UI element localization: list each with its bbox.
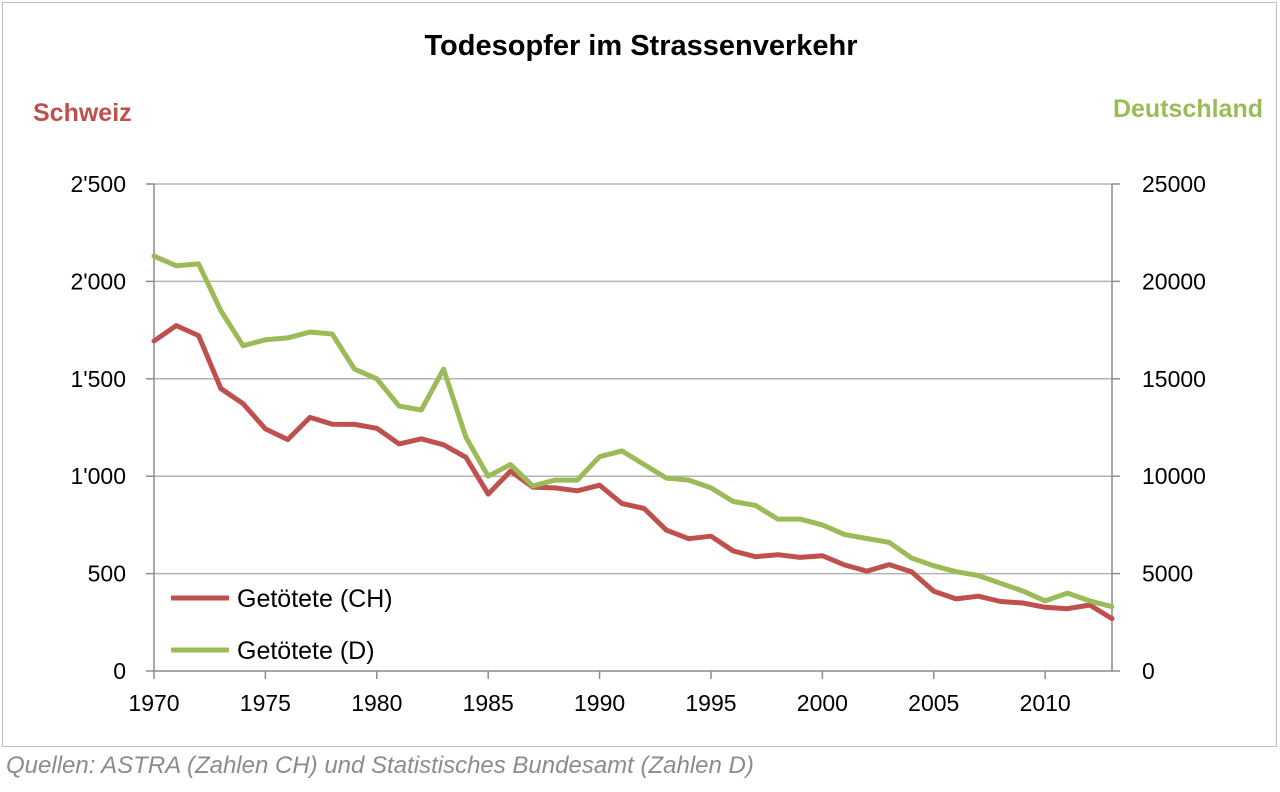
chart-title: Todesopfer im Strassenverkehr bbox=[424, 30, 857, 62]
right-tick-label: 15000 bbox=[1142, 366, 1206, 392]
right-axis-label: Deutschland bbox=[1113, 95, 1263, 123]
x-tick-label: 1975 bbox=[240, 690, 291, 716]
legend-label: Getötete (CH) bbox=[237, 585, 393, 613]
source-note: Quellen: ASTRA (Zahlen CH) und Statistis… bbox=[6, 752, 754, 779]
x-axis-ticks: 1970 1975 1980 1985 1990 1995 2000 2005 2010 bbox=[128, 690, 1070, 716]
x-tick-label: 2010 bbox=[1020, 690, 1071, 716]
right-tick-label: 25000 bbox=[1142, 171, 1206, 197]
legend-label: Getötete (D) bbox=[237, 637, 375, 665]
right-tick-label: 20000 bbox=[1142, 268, 1206, 294]
left-tick-label: 2'500 bbox=[70, 171, 126, 197]
right-tick-label: 5000 bbox=[1142, 561, 1193, 587]
left-tick-label: 2'000 bbox=[70, 268, 126, 294]
left-tick-label: 1'000 bbox=[70, 463, 126, 489]
left-tick-label: 1'500 bbox=[70, 366, 126, 392]
left-axis-ticks: 0 500 1'000 1'500 2'000 2'500 bbox=[70, 171, 126, 684]
x-tick-label: 1985 bbox=[463, 690, 514, 716]
chart-frame: Todesopfer im Strassenverkehr Schweiz De… bbox=[2, 2, 1277, 747]
series-line-d bbox=[151, 253, 1115, 610]
left-axis-label: Schweiz bbox=[33, 99, 132, 127]
axes bbox=[146, 183, 1120, 679]
right-tick-label: 0 bbox=[1142, 658, 1155, 684]
x-tick-label: 1980 bbox=[351, 690, 402, 716]
x-tick-label: 1970 bbox=[128, 690, 179, 716]
x-tick-label: 2000 bbox=[797, 690, 848, 716]
line-chart: Todesopfer im Strassenverkehr Schweiz De… bbox=[33, 30, 1263, 716]
series-lines bbox=[151, 253, 1115, 622]
right-tick-label: 10000 bbox=[1142, 463, 1206, 489]
series-line-ch bbox=[151, 323, 1115, 622]
left-tick-label: 0 bbox=[113, 658, 126, 684]
right-axis-ticks: 0 5000 10000 15000 20000 25000 bbox=[1142, 171, 1206, 684]
x-tick-label: 2005 bbox=[908, 690, 959, 716]
x-tick-label: 1995 bbox=[685, 690, 736, 716]
legend: Getötete (CH) Getötete (D) bbox=[171, 585, 393, 665]
x-tick-label: 1990 bbox=[574, 690, 625, 716]
left-tick-label: 500 bbox=[88, 561, 126, 587]
grid-lines bbox=[154, 183, 1112, 575]
